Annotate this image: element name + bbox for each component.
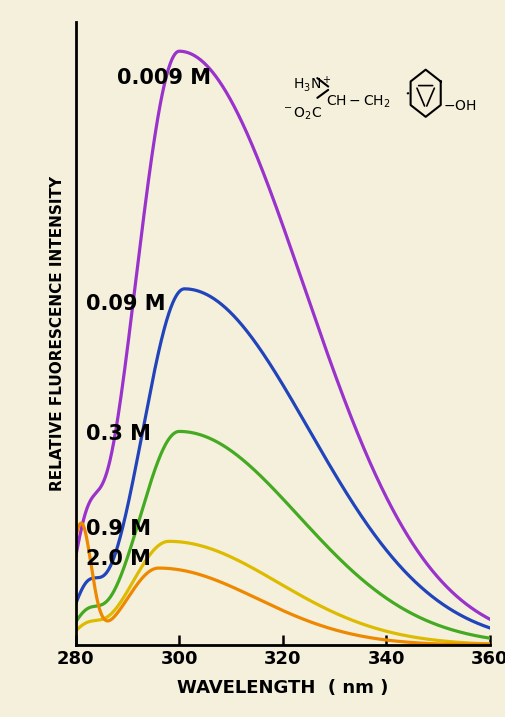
X-axis label: WAVELENGTH  ( nm ): WAVELENGTH ( nm ) [177,679,388,697]
Text: $\mathsf{^-O_2C}$: $\mathsf{^-O_2C}$ [281,105,322,122]
Text: $\mathsf{H_3N}^+$: $\mathsf{H_3N}^+$ [293,75,332,94]
Text: 2.0 M: 2.0 M [86,549,151,569]
Text: 0.009 M: 0.009 M [117,68,211,88]
Text: 0.3 M: 0.3 M [86,424,151,445]
Text: $\mathsf{CH-CH_2}$: $\mathsf{CH-CH_2}$ [326,93,391,110]
Text: 0.09 M: 0.09 M [86,294,166,313]
Y-axis label: RELATIVE FLUORESCENCE INTENSITY: RELATIVE FLUORESCENCE INTENSITY [49,176,65,491]
Text: $\mathsf{-OH}$: $\mathsf{-OH}$ [443,100,477,113]
Text: 0.9 M: 0.9 M [86,519,151,539]
